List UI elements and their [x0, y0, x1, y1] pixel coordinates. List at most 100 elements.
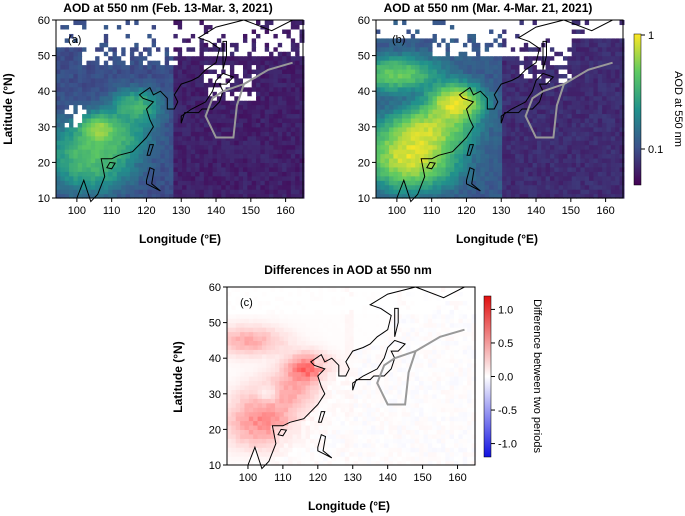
heatmap-cell	[449, 193, 455, 199]
heatmap-cell	[593, 122, 599, 128]
heatmap-cell	[238, 131, 244, 137]
heatmap-cell	[331, 447, 337, 453]
heatmap-cell	[536, 140, 542, 146]
heatmap-cell	[251, 91, 257, 97]
heatmap-cell	[256, 95, 261, 101]
heatmap-cell	[182, 109, 188, 115]
heatmap-cell	[589, 73, 595, 79]
heatmap-cell	[216, 42, 222, 48]
heatmap-cell	[242, 77, 248, 83]
heatmap-cell	[541, 140, 547, 146]
heatmap-cell	[116, 46, 122, 52]
heatmap-cell	[108, 20, 114, 26]
heatmap-cell	[502, 122, 508, 128]
heatmap-cell	[406, 144, 412, 150]
heatmap-cell	[203, 46, 209, 52]
heatmap-cell	[489, 162, 495, 168]
heatmap-cell	[467, 109, 473, 115]
heatmap-cell	[60, 68, 66, 74]
heatmap-cell	[545, 122, 551, 128]
heatmap-cell	[182, 64, 188, 70]
heatmap-cell	[186, 42, 192, 48]
heatmap-cell	[593, 166, 599, 172]
heatmap-cell	[380, 73, 386, 79]
heatmap-cell	[190, 131, 196, 137]
heatmap-cell	[393, 175, 399, 181]
heatmap-cell	[441, 46, 447, 52]
heatmap-cell	[615, 104, 621, 110]
heatmap-cell	[393, 126, 399, 132]
heatmap-cell	[571, 162, 577, 168]
heatmap-cell	[199, 162, 205, 168]
heatmap-cell	[353, 456, 359, 462]
heatmap-cell	[231, 456, 237, 462]
heatmap-cell	[502, 149, 508, 155]
heatmap-cell	[376, 77, 381, 83]
heatmap-cell	[173, 140, 179, 146]
heatmap-cell	[125, 33, 131, 39]
heatmap-cell	[195, 24, 201, 30]
heatmap-cell	[389, 24, 394, 30]
heatmap-cell	[112, 171, 118, 177]
heatmap-cell	[423, 42, 429, 48]
heatmap-cell	[376, 55, 381, 61]
heatmap-cell	[169, 162, 175, 168]
heatmap-cell	[182, 131, 188, 137]
heatmap-cell	[384, 135, 390, 141]
heatmap-cell	[449, 86, 455, 92]
heatmap-cell	[580, 100, 586, 106]
heatmap-cell	[299, 60, 305, 66]
heatmap-cell	[257, 447, 263, 453]
heatmap-cell	[593, 193, 599, 199]
heatmap-cell	[234, 131, 240, 137]
heatmap-cell	[299, 189, 305, 195]
heatmap-cell	[510, 122, 516, 128]
heatmap-cell	[397, 184, 403, 190]
heatmap-cell	[567, 28, 573, 34]
heatmap-cell	[121, 37, 127, 43]
heatmap-cell	[440, 456, 446, 462]
heatmap-cell	[549, 184, 555, 190]
heatmap-cell	[103, 51, 109, 57]
heatmap-cell	[242, 95, 248, 101]
heatmap-cell	[108, 64, 114, 70]
heatmap-cell	[619, 189, 625, 195]
heatmap-cell	[541, 91, 547, 97]
heatmap-cell	[177, 28, 183, 34]
heatmap-cell	[82, 60, 88, 66]
heatmap-cell	[449, 162, 455, 168]
heatmap-cell	[299, 86, 305, 92]
heatmap-cell	[77, 77, 83, 83]
heatmap-cell	[264, 140, 270, 146]
heatmap-cell	[77, 24, 83, 30]
heatmap-cell	[125, 144, 131, 150]
heatmap-cell	[445, 60, 451, 66]
heatmap-cell	[410, 140, 416, 146]
heatmap-cell	[212, 28, 218, 34]
heatmap-cell	[397, 149, 403, 155]
heatmap-cell	[95, 144, 101, 150]
heatmap-cell	[380, 77, 386, 83]
heatmap-cell	[260, 166, 266, 172]
heatmap-cell	[251, 113, 257, 119]
heatmap-cell	[576, 131, 581, 137]
heatmap-cell	[142, 189, 148, 195]
heatmap-cell	[56, 46, 61, 52]
heatmap-cell	[238, 100, 244, 106]
heatmap-cell	[589, 135, 595, 141]
heatmap-cell	[296, 451, 302, 457]
heatmap-cell	[299, 104, 305, 110]
heatmap-cell	[112, 37, 118, 43]
heatmap-cell	[554, 153, 560, 159]
heatmap-cell	[510, 175, 516, 181]
heatmap-cell	[389, 51, 394, 57]
heatmap-cell	[234, 193, 240, 199]
heatmap-cell	[244, 456, 250, 462]
heatmap-cell	[99, 73, 105, 79]
heatmap-cell	[397, 20, 403, 26]
heatmap-cell	[380, 171, 386, 177]
heatmap-cell	[376, 175, 381, 181]
heatmap-cell	[406, 60, 412, 66]
heatmap-cell	[462, 95, 468, 101]
heatmap-cell	[112, 189, 118, 195]
